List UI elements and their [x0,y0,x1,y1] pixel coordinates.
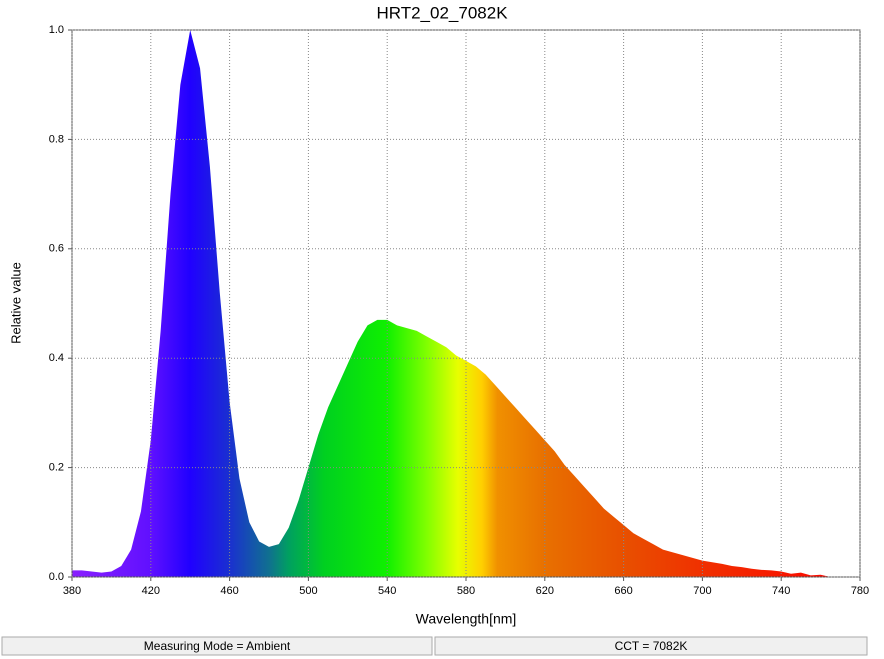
x-tick-label: 380 [63,585,81,597]
x-tick-label: 780 [851,585,869,597]
status-text: CCT = 7082K [615,639,688,653]
x-tick-label: 660 [614,585,632,597]
x-tick-label: 620 [536,585,554,597]
y-tick-label: 0.0 [49,571,64,583]
status-cell [434,636,868,656]
spectrum-area [72,30,831,577]
x-tick-label: 500 [299,585,317,597]
y-tick-label: 1.0 [49,24,64,36]
status-cell [1,636,433,656]
x-tick-label: 580 [457,585,475,597]
status-text: Measuring Mode = Ambient [144,639,291,653]
y-tick-label: 0.4 [49,352,64,364]
y-tick-label: 0.6 [49,243,64,255]
x-tick-label: 700 [693,585,711,597]
x-axis-label: Wavelength[nm] [416,611,517,627]
y-tick-label: 0.8 [49,133,64,145]
x-tick-label: 420 [142,585,160,597]
y-axis-label: Relative value [8,262,23,344]
x-tick-label: 540 [378,585,396,597]
x-tick-label: 740 [772,585,790,597]
chart-title: HRT2_02_7082K [376,3,508,22]
x-tick-label: 460 [220,585,238,597]
y-tick-label: 0.2 [49,462,64,474]
plot-area [72,30,831,577]
